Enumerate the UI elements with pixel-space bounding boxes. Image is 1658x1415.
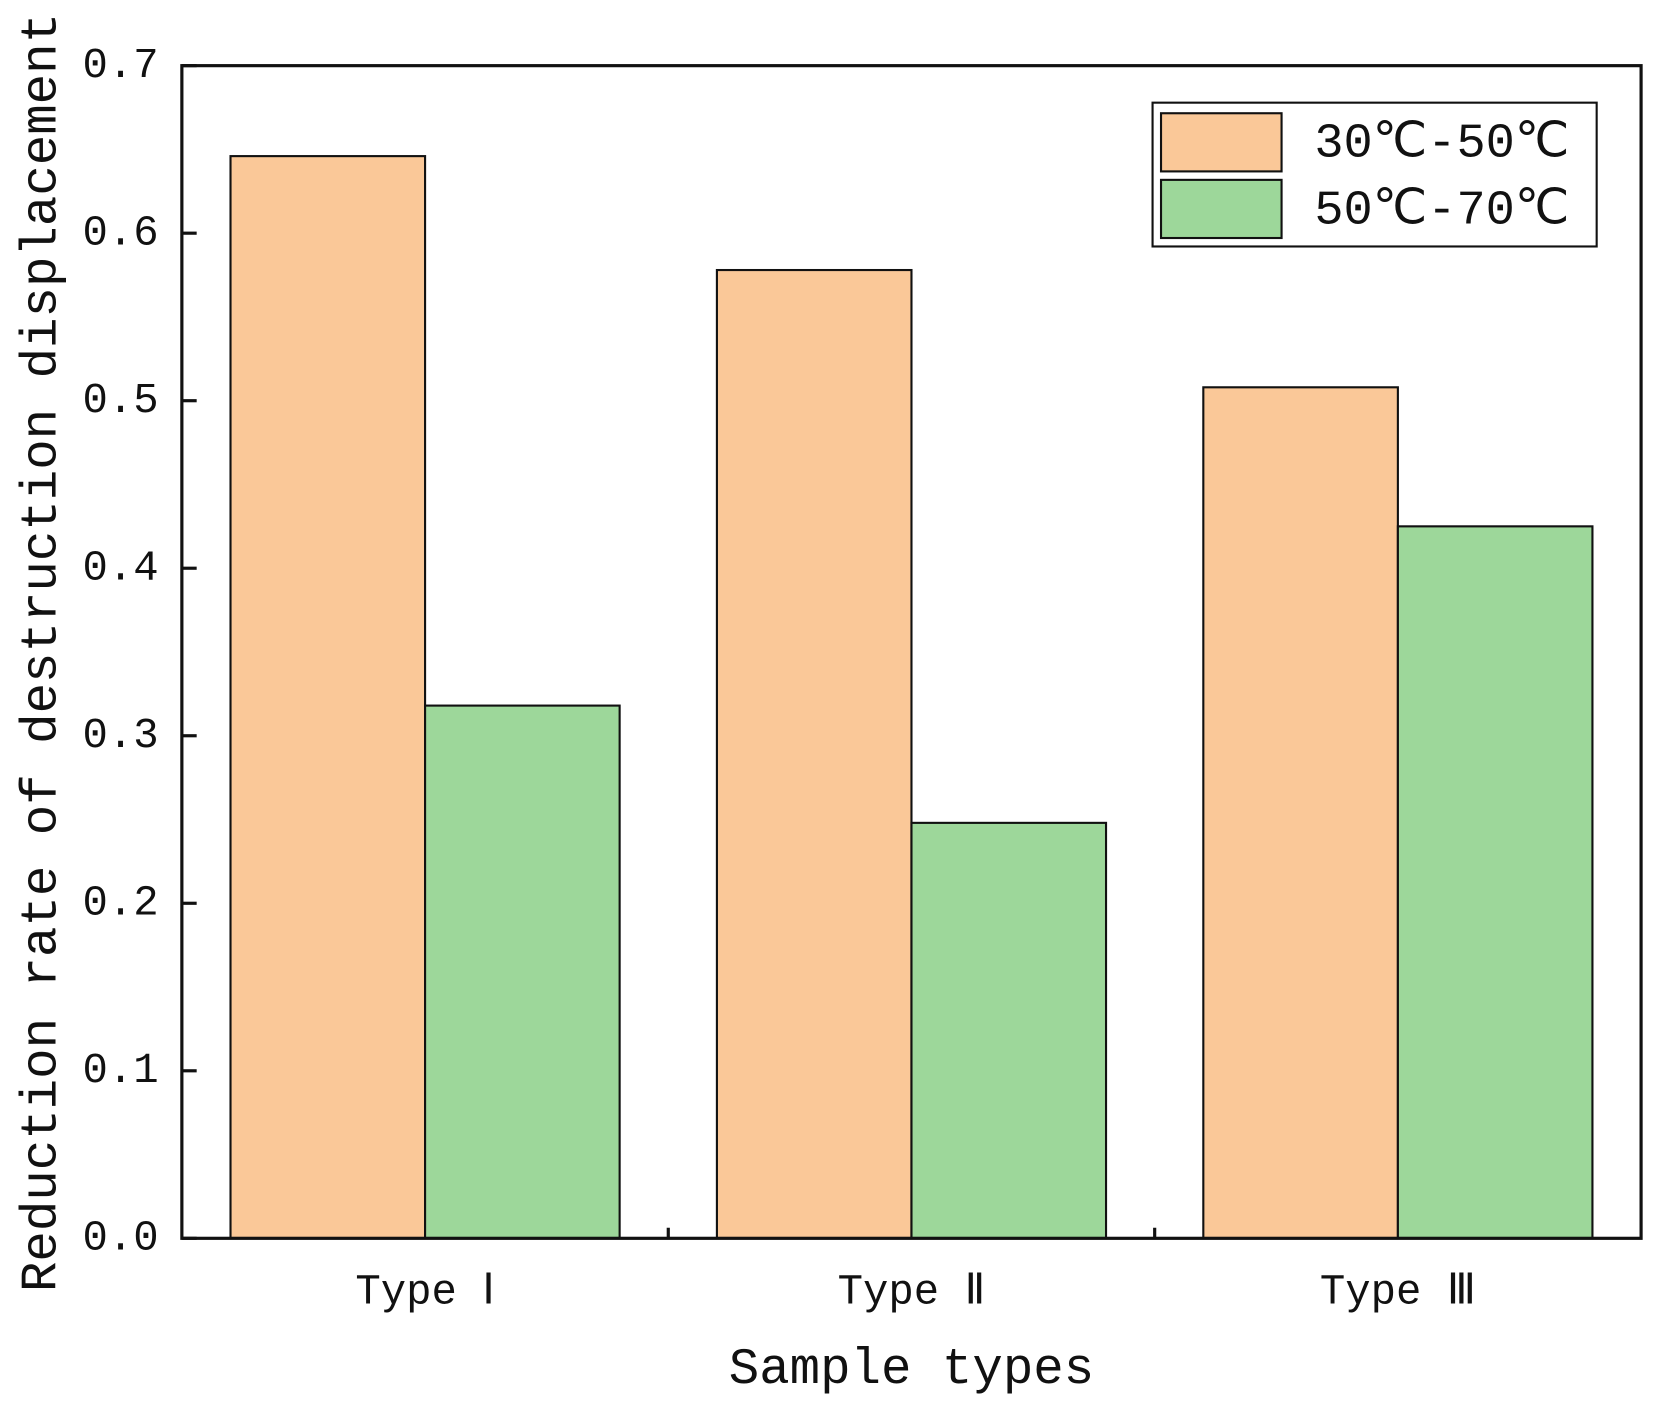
- x-axis-title: Sample types: [729, 1342, 1094, 1399]
- bar: [715, 268, 913, 1240]
- x-tick-label: Type Ⅱ: [838, 1268, 986, 1316]
- y-tick-label: 0.1: [82, 1047, 158, 1095]
- x-tick-label: Type Ⅲ: [1320, 1268, 1476, 1316]
- bar: [1396, 525, 1594, 1240]
- y-tick-label: 0.0: [82, 1214, 158, 1262]
- y-tick-label: 0.2: [82, 879, 158, 927]
- plot-frame: [180, 64, 1643, 1240]
- x-tick-label: Type Ⅰ: [355, 1268, 494, 1316]
- bar: [1202, 386, 1399, 1240]
- y-tick-label: 0.3: [82, 712, 158, 760]
- y-tick-label: 0.6: [82, 209, 158, 257]
- y-tick-label: 0.4: [82, 544, 158, 592]
- y-tick-label: 0.5: [82, 377, 158, 425]
- bar: [910, 821, 1108, 1240]
- legend-swatch: [1159, 178, 1283, 240]
- legend-label: 30℃-50℃: [1314, 117, 1569, 172]
- bar: [229, 155, 427, 1240]
- y-axis-title: Reduction rate of destruction displaceme…: [15, 13, 72, 1292]
- legend-label: 50℃-70℃: [1314, 183, 1569, 238]
- legend-swatch: [1159, 112, 1283, 173]
- bar: [424, 704, 621, 1240]
- y-tick-label: 0.7: [82, 42, 158, 90]
